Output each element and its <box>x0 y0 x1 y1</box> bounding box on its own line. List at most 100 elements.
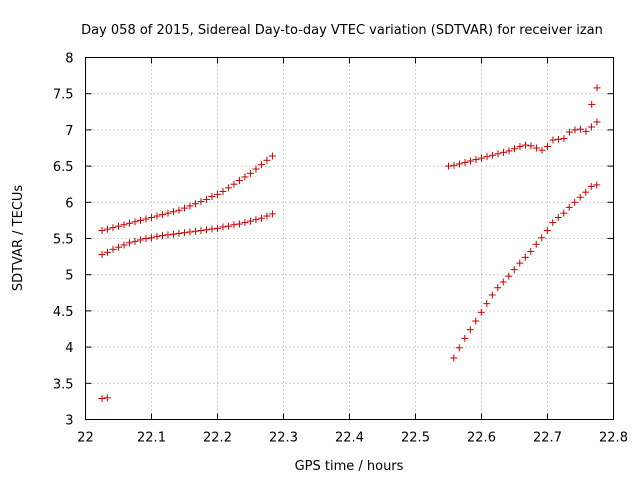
data-point <box>505 272 513 280</box>
data-point <box>213 190 221 198</box>
data-point <box>136 216 144 224</box>
y-tick-labels: 3 3.5 4 4.5 5 5.5 6 6.5 7 7.5 8 <box>53 52 74 429</box>
data-point <box>257 161 265 169</box>
data-point <box>103 394 111 402</box>
data-point <box>98 227 106 235</box>
data-point <box>543 143 551 151</box>
data-point <box>180 229 188 237</box>
data-point <box>494 150 502 158</box>
data-point <box>180 204 188 212</box>
y-tick-label: 5.5 <box>53 233 74 248</box>
data-point <box>576 125 584 133</box>
x-tick-label: 22.4 <box>335 431 364 446</box>
data-point <box>560 209 568 217</box>
data-point <box>554 214 562 222</box>
data-point <box>142 215 150 223</box>
data-point <box>472 156 480 164</box>
data-point <box>466 326 474 334</box>
x-tick-label: 22.1 <box>137 431 166 446</box>
data-point <box>109 245 117 253</box>
data-point <box>114 222 122 230</box>
data-point <box>252 216 260 224</box>
data-point <box>169 208 177 216</box>
data-point <box>532 144 540 152</box>
x-tick-labels: 22 22.1 22.2 22.3 22.4 22.5 22.6 22.7 22.8 <box>77 431 628 446</box>
data-point <box>263 212 271 220</box>
data-point <box>158 211 166 219</box>
data-point <box>593 84 601 92</box>
data-point <box>158 232 166 240</box>
data-point <box>191 227 199 235</box>
data-point <box>593 118 601 126</box>
data-point <box>224 184 232 192</box>
y-tick-label: 3 <box>65 414 73 429</box>
data-point <box>565 128 573 136</box>
data-point <box>98 250 106 258</box>
data-point <box>505 147 513 155</box>
data-point <box>230 180 238 188</box>
data-point <box>455 344 463 352</box>
data-point <box>445 162 452 170</box>
data-point <box>510 145 518 153</box>
x-tick-label: 22.5 <box>401 431 430 446</box>
y-tick-label: 6 <box>65 196 73 211</box>
data-point <box>147 214 155 222</box>
data-point <box>268 152 276 160</box>
data-point <box>120 221 128 229</box>
x-tick-label: 22.6 <box>467 431 496 446</box>
data-point <box>142 235 150 242</box>
data-point <box>565 203 573 211</box>
data-point <box>477 154 485 162</box>
y-tick-label: 4 <box>65 341 73 356</box>
data-point <box>252 165 260 173</box>
data-point <box>488 151 496 159</box>
x-tick-label: 22.7 <box>533 431 562 446</box>
data-point <box>499 148 507 156</box>
data-point <box>571 126 579 134</box>
data-point <box>175 206 183 214</box>
data-point <box>164 209 172 217</box>
y-tick-label: 7.5 <box>53 88 74 103</box>
data-point <box>477 308 485 316</box>
data-point <box>202 226 210 234</box>
data-point <box>202 195 210 203</box>
data-point <box>268 210 276 218</box>
data-point <box>483 300 491 308</box>
data-point <box>263 156 271 164</box>
data-point <box>219 223 227 231</box>
data-point <box>186 202 194 210</box>
data-point <box>208 225 216 233</box>
axis-ticks <box>85 57 614 420</box>
data-point <box>197 198 205 206</box>
data-point <box>472 317 480 325</box>
x-tick-label: 22.2 <box>203 431 232 446</box>
data-point <box>246 217 254 225</box>
data-point <box>153 232 161 240</box>
data-point <box>494 284 502 292</box>
data-point <box>219 187 227 195</box>
x-tick-label: 22.8 <box>599 431 628 446</box>
data-point <box>466 157 474 165</box>
data-point <box>235 177 243 185</box>
data-point <box>197 227 205 235</box>
data-point <box>516 259 524 267</box>
data-point <box>527 248 535 256</box>
data-point <box>527 142 535 150</box>
data-point <box>147 234 155 242</box>
data-point <box>582 127 590 135</box>
data-point <box>213 224 221 232</box>
data-point <box>461 158 469 166</box>
data-point <box>510 266 518 274</box>
y-tick-label: 8 <box>65 52 73 67</box>
x-tick-label: 22.3 <box>269 431 298 446</box>
data-point <box>499 278 507 286</box>
y-axis-label: SDTVAR / TECUs <box>11 185 26 292</box>
data-point <box>450 161 458 169</box>
data-point <box>554 135 562 143</box>
data-point <box>235 220 243 228</box>
data-point <box>538 234 546 242</box>
data-point <box>560 135 568 143</box>
data-point <box>103 248 111 256</box>
data-point <box>131 218 139 226</box>
